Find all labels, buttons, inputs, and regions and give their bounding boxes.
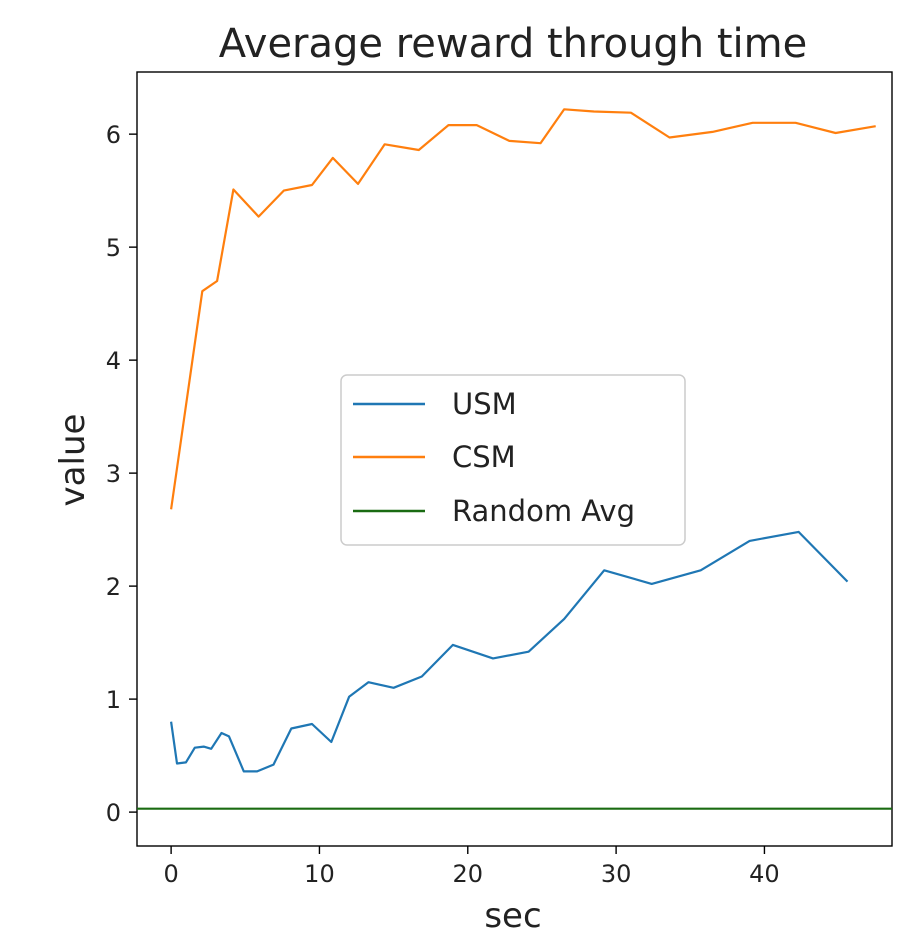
- plot-area: [136, 71, 893, 847]
- series-line-usm: [170, 530, 849, 773]
- y-tick-label: 1: [106, 686, 121, 714]
- legend-items: USM CSM Random Avg: [353, 387, 635, 528]
- x-tick-label: 10: [304, 860, 335, 888]
- legend-label-csm: CSM: [452, 440, 516, 474]
- x-tick-label: 0: [163, 860, 178, 888]
- x-axis-ticks: 0 10 20 30 40: [163, 846, 780, 888]
- y-tick-label: 0: [106, 799, 121, 827]
- legend-label-random-avg: Random Avg: [452, 494, 635, 528]
- y-tick-label: 5: [106, 234, 121, 262]
- x-tick-label: 20: [453, 860, 484, 888]
- x-axis-label: sec: [484, 896, 541, 936]
- plot-frame: [136, 71, 893, 847]
- y-axis-label: value: [53, 414, 93, 507]
- legend-box: [340, 374, 686, 546]
- series-layer: [137, 108, 892, 810]
- series-line-csm: [170, 108, 876, 510]
- y-tick-label: 3: [106, 460, 121, 488]
- x-tick-label: 40: [749, 860, 780, 888]
- legend: USM CSM Random Avg: [340, 374, 686, 546]
- chart-title: Average reward through time: [219, 21, 807, 67]
- y-axis-ticks: 0 1 2 3 4 5 6: [106, 121, 137, 827]
- y-tick-label: 2: [106, 573, 121, 601]
- y-tick-label: 4: [106, 347, 121, 375]
- y-tick-label: 6: [106, 121, 121, 149]
- legend-label-usm: USM: [452, 387, 517, 421]
- x-tick-label: 30: [601, 860, 632, 888]
